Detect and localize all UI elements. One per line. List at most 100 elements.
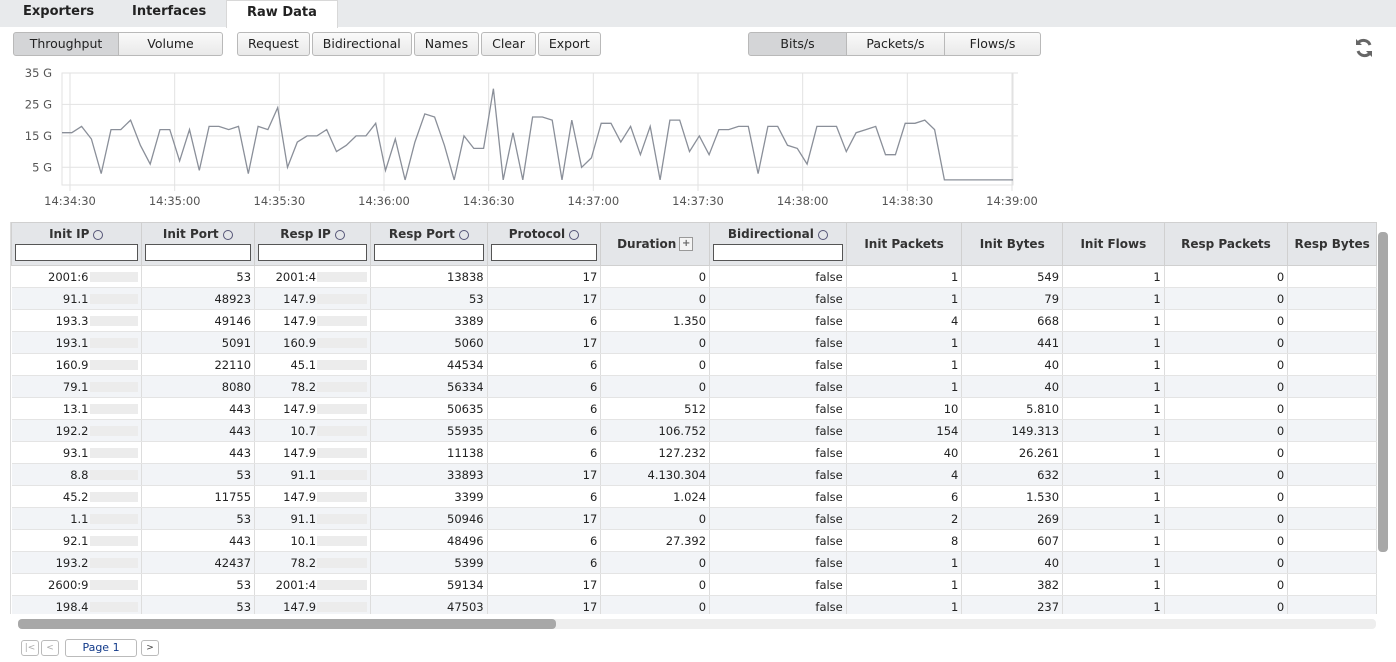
- filter-input[interactable]: [374, 244, 484, 261]
- column-header[interactable]: Protocol: [487, 223, 601, 266]
- cell: 1: [846, 288, 962, 310]
- cell-text: 1: [1153, 292, 1160, 306]
- tab[interactable]: Interfaces: [112, 0, 226, 27]
- ip-text: 78.2: [258, 556, 316, 570]
- sort-radio[interactable]: [818, 230, 828, 240]
- tab[interactable]: Exporters: [3, 0, 114, 27]
- sort-radio[interactable]: [459, 230, 469, 240]
- cell-text: 1: [951, 292, 958, 306]
- cell: 1.350: [601, 310, 710, 332]
- button[interactable]: Volume: [118, 32, 223, 56]
- cell: 8.8: [12, 464, 142, 486]
- cell: 1: [1063, 486, 1165, 508]
- cell-text: 382: [1037, 578, 1059, 592]
- x-tick-label: 14:35:30: [254, 194, 306, 208]
- cell: 53: [141, 508, 255, 530]
- button[interactable]: Packets/s: [846, 32, 945, 56]
- x-tick-label: 14:38:30: [882, 194, 934, 208]
- cell: 0: [1164, 464, 1288, 486]
- cell: 1.024: [601, 486, 710, 508]
- ip-text: 92.1: [15, 534, 89, 548]
- column-header[interactable]: Init Packets: [846, 223, 962, 266]
- cell-text: 8: [951, 534, 958, 548]
- cell-text: 17: [583, 336, 598, 350]
- column-header[interactable]: Bidirectional: [710, 223, 847, 266]
- expand-button[interactable]: +: [679, 237, 693, 251]
- column-header[interactable]: Duration+: [601, 223, 710, 266]
- sort-radio[interactable]: [223, 230, 233, 240]
- table-row: 2600:9532001:459134170false138210: [12, 574, 1377, 596]
- cell: 1: [1063, 574, 1165, 596]
- button[interactable]: Bidirectional: [312, 32, 412, 56]
- cell-text: 443: [229, 402, 251, 416]
- x-tick-label: 14:37:30: [672, 194, 724, 208]
- filter-input[interactable]: [713, 244, 843, 261]
- table-container: Init IPInit PortResp IPResp Port Protocol…: [10, 222, 1377, 614]
- cell: 1: [1063, 420, 1165, 442]
- column-header[interactable]: Resp Packets: [1164, 223, 1288, 266]
- column-header[interactable]: Init Flows: [1063, 223, 1165, 266]
- prev-page[interactable]: <: [41, 640, 59, 656]
- filter-input[interactable]: [258, 244, 367, 261]
- cell-text: 17: [583, 600, 598, 614]
- cell: 1: [1063, 332, 1165, 354]
- first-page[interactable]: |<: [21, 640, 39, 656]
- cell-text: 56334: [447, 380, 484, 394]
- header-label: Protocol: [509, 227, 565, 241]
- cell: 17: [487, 464, 601, 486]
- cell-text: 1.350: [673, 314, 706, 328]
- button[interactable]: Throughput: [13, 32, 119, 56]
- cell-text: 0: [699, 358, 706, 372]
- sort-radio[interactable]: [93, 230, 103, 240]
- cell-text: 6: [590, 424, 597, 438]
- column-header[interactable]: Init Port: [141, 223, 255, 266]
- cell-text: 0: [1277, 336, 1284, 350]
- button[interactable]: Bits/s: [748, 32, 847, 56]
- cell: 1: [1063, 354, 1165, 376]
- filter-input[interactable]: [145, 244, 252, 261]
- ip-text: 160.9: [258, 336, 316, 350]
- redacted-bar: [317, 272, 367, 282]
- sort-radio[interactable]: [569, 230, 579, 240]
- cell: 40: [962, 354, 1063, 376]
- cell: [1288, 530, 1377, 552]
- tab[interactable]: Raw Data: [226, 0, 338, 28]
- filter-input[interactable]: [15, 244, 138, 261]
- cell-text: false: [815, 292, 842, 306]
- refresh-icon[interactable]: [1353, 37, 1375, 59]
- cell-text: 40: [1044, 358, 1059, 372]
- column-header[interactable]: Init IP: [12, 223, 142, 266]
- button[interactable]: Names: [414, 32, 479, 56]
- cell: [1288, 332, 1377, 354]
- filter-input[interactable]: [491, 244, 598, 261]
- cell: 8080: [141, 376, 255, 398]
- button[interactable]: Export: [538, 32, 601, 56]
- table-row: 93.1443147.9111386127.232false4026.26110: [12, 442, 1377, 464]
- next-page[interactable]: >: [141, 640, 159, 656]
- column-header[interactable]: Resp IP: [255, 223, 371, 266]
- cell: 50635: [371, 398, 488, 420]
- h-scrollbar[interactable]: [18, 619, 556, 629]
- column-header[interactable]: Resp Port: [371, 223, 488, 266]
- cell: 48496: [371, 530, 488, 552]
- header-label: Init Flows: [1080, 237, 1146, 251]
- cell: 27.392: [601, 530, 710, 552]
- v-scrollbar[interactable]: [1378, 232, 1388, 552]
- cell-text: 0: [699, 512, 706, 526]
- column-header[interactable]: Init Bytes: [962, 223, 1063, 266]
- cell-text: 441: [1037, 336, 1059, 350]
- tab-bar: ExportersInterfacesRaw Data: [0, 0, 1396, 27]
- button[interactable]: Request: [237, 32, 310, 56]
- ip-text: 79.1: [15, 380, 89, 394]
- cell-text: false: [815, 600, 842, 614]
- column-header[interactable]: Resp Bytes: [1288, 223, 1377, 266]
- cell-text: 1: [1153, 358, 1160, 372]
- cell: 0: [1164, 288, 1288, 310]
- cell-text: 1: [951, 600, 958, 614]
- cell-text: 0: [1277, 424, 1284, 438]
- button[interactable]: Clear: [481, 32, 536, 56]
- cell-text: 11138: [447, 446, 484, 460]
- button[interactable]: Flows/s: [944, 32, 1041, 56]
- sort-radio[interactable]: [335, 230, 345, 240]
- cell-text: 0: [699, 270, 706, 284]
